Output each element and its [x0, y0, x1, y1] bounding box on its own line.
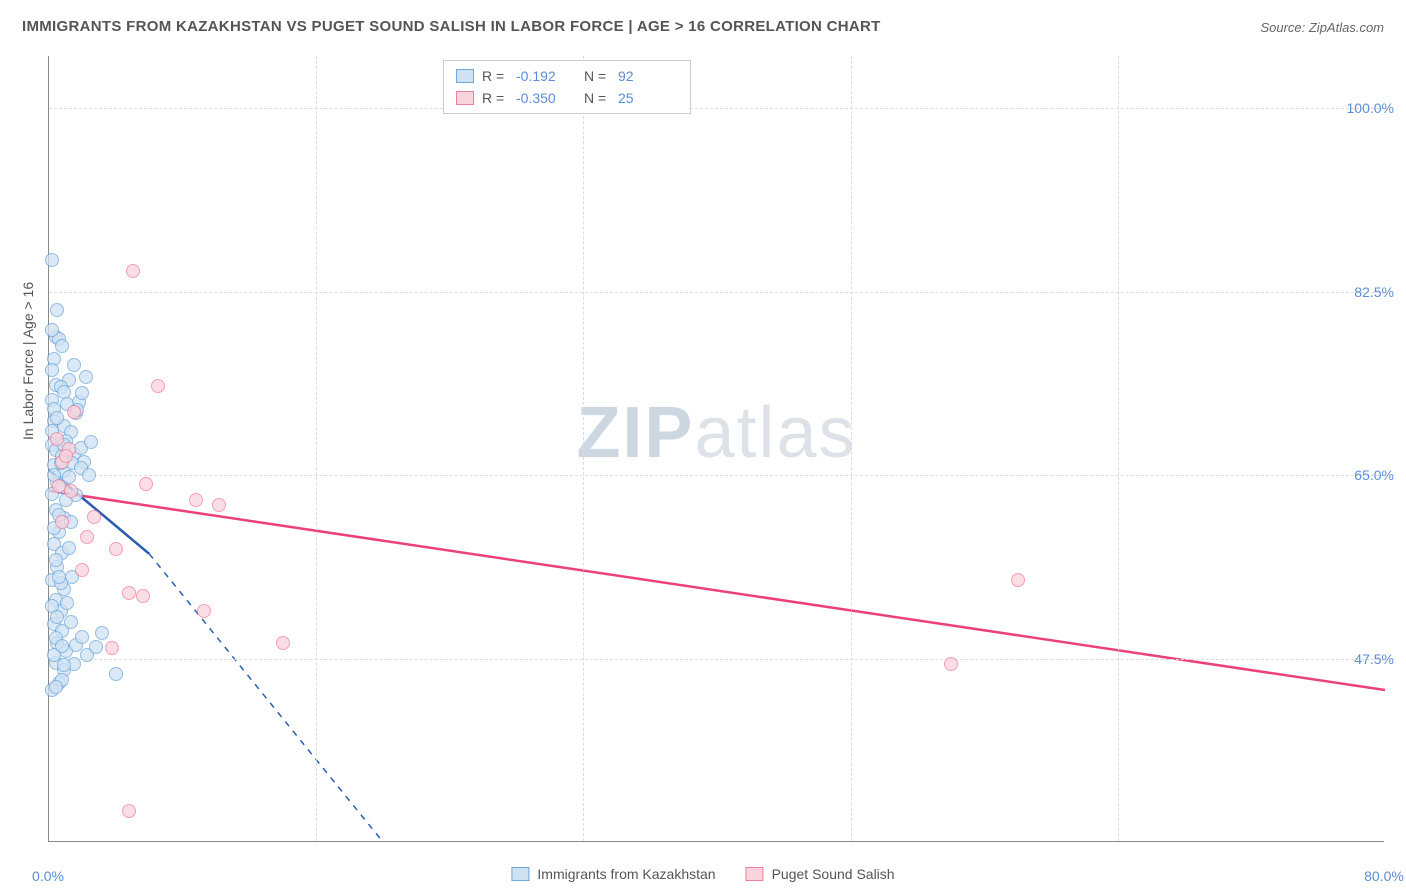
scatter-point: [212, 498, 226, 512]
gridline-vertical: [1118, 56, 1119, 841]
scatter-point: [62, 541, 76, 555]
legend-n-value: 92: [618, 68, 678, 84]
legend-label: Immigrants from Kazakhstan: [537, 866, 715, 882]
scatter-point: [60, 596, 74, 610]
scatter-point: [55, 515, 69, 529]
x-tick-label: 80.0%: [1364, 868, 1404, 884]
legend-r-label: R =: [482, 68, 508, 84]
watermark-atlas: atlas: [694, 393, 856, 473]
scatter-point: [109, 667, 123, 681]
gridline-horizontal: [49, 292, 1384, 293]
legend-stat-row: R = -0.350 N = 25: [456, 87, 678, 109]
y-tick-label: 47.5%: [1354, 651, 1394, 667]
scatter-point: [64, 615, 78, 629]
scatter-point: [151, 379, 165, 393]
watermark-zip: ZIP: [576, 393, 694, 473]
gridline-vertical: [851, 56, 852, 841]
correlation-legend: R = -0.192 N = 92 R = -0.350 N = 25: [443, 60, 691, 114]
scatter-point: [109, 542, 123, 556]
gridline-vertical: [583, 56, 584, 841]
legend-swatch: [746, 867, 764, 881]
scatter-point: [197, 604, 211, 618]
scatter-point: [64, 484, 78, 498]
scatter-point: [75, 563, 89, 577]
legend-label: Puget Sound Salish: [772, 866, 895, 882]
legend-r-label: R =: [482, 90, 508, 106]
y-tick-label: 100.0%: [1347, 100, 1394, 116]
scatter-point: [276, 636, 290, 650]
scatter-point: [45, 323, 59, 337]
trend-line-dashed: [149, 554, 383, 842]
legend-swatch: [456, 91, 474, 105]
source-attribution: Source: ZipAtlas.com: [1260, 20, 1384, 35]
scatter-point: [45, 363, 59, 377]
scatter-point: [55, 639, 69, 653]
series-legend: Immigrants from Kazakhstan Puget Sound Sa…: [511, 866, 894, 882]
chart-plot-area: ZIPatlas: [48, 56, 1384, 842]
y-tick-label: 65.0%: [1354, 467, 1394, 483]
scatter-point: [84, 435, 98, 449]
legend-swatch: [511, 867, 529, 881]
chart-title: IMMIGRANTS FROM KAZAKHSTAN VS PUGET SOUN…: [22, 18, 881, 35]
scatter-point: [189, 493, 203, 507]
scatter-point: [49, 553, 63, 567]
legend-swatch: [456, 69, 474, 83]
gridline-horizontal: [49, 108, 1384, 109]
scatter-point: [59, 449, 73, 463]
legend-n-label: N =: [584, 90, 610, 106]
legend-item: Immigrants from Kazakhstan: [511, 866, 715, 882]
scatter-point: [122, 586, 136, 600]
legend-r-value: -0.192: [516, 68, 576, 84]
trend-line: [49, 491, 1385, 690]
scatter-point: [50, 610, 64, 624]
scatter-point: [944, 657, 958, 671]
y-axis-label: In Labor Force | Age > 16: [20, 282, 36, 440]
scatter-point: [136, 589, 150, 603]
scatter-point: [1011, 573, 1025, 587]
legend-item: Puget Sound Salish: [746, 866, 895, 882]
scatter-point: [75, 630, 89, 644]
scatter-point: [55, 339, 69, 353]
scatter-point: [87, 510, 101, 524]
scatter-point: [50, 303, 64, 317]
scatter-point: [50, 411, 64, 425]
scatter-point: [122, 804, 136, 818]
legend-r-value: -0.350: [516, 90, 576, 106]
scatter-point: [45, 253, 59, 267]
gridline-vertical: [316, 56, 317, 841]
scatter-point: [89, 640, 103, 654]
trend-lines-layer: [49, 56, 1385, 842]
legend-stat-row: R = -0.192 N = 92: [456, 65, 678, 87]
legend-n-label: N =: [584, 68, 610, 84]
scatter-point: [52, 570, 66, 584]
scatter-point: [75, 386, 89, 400]
scatter-point: [50, 432, 64, 446]
x-tick-label: 0.0%: [32, 868, 64, 884]
gridline-horizontal: [49, 475, 1384, 476]
scatter-point: [80, 530, 94, 544]
scatter-point: [139, 477, 153, 491]
scatter-point: [67, 405, 81, 419]
watermark: ZIPatlas: [576, 392, 856, 474]
scatter-point: [82, 468, 96, 482]
legend-n-value: 25: [618, 90, 678, 106]
scatter-point: [49, 680, 63, 694]
scatter-point: [126, 264, 140, 278]
y-tick-label: 82.5%: [1354, 284, 1394, 300]
scatter-point: [57, 658, 71, 672]
scatter-point: [79, 370, 93, 384]
scatter-point: [95, 626, 109, 640]
scatter-point: [67, 358, 81, 372]
scatter-point: [105, 641, 119, 655]
gridline-horizontal: [49, 659, 1384, 660]
